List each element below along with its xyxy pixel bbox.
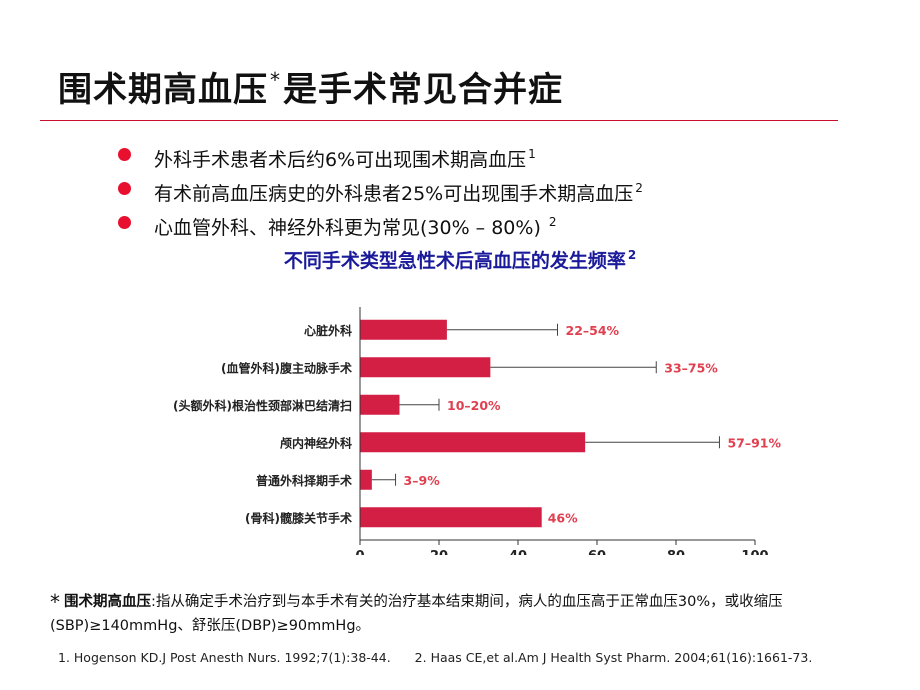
bullet-list: 外科手术患者术后约6%可出现围术期高血压 1 有术前高血压病史的外科患者25%可出… [118,138,643,240]
bullet-item: 有术前高血压病史的外科患者25%可出现围手术期高血压 2 [118,172,643,206]
reference-2: 2. Haas CE,et al.Am J Health Syst Pharm.… [414,650,813,665]
slide-title-main: 围术期高血压 [58,70,268,110]
chart-title: 不同手术类型急性术后高血压的发生频率 2 [0,246,920,273]
category-label: 心脏外科 [304,323,352,338]
title-divider [40,120,838,121]
bar [360,432,586,453]
x-tick-label: 100 [741,549,768,555]
data-label: 22–54% [566,323,620,338]
bullet-dot-icon [118,182,131,195]
footnote: * 围术期高血压:指从确定手术治疗到与本手术有关的治疗基本结束期间，病人的血压高于… [50,590,850,638]
bullet-text: 外科手术患者术后约6%可出现围术期高血压 [154,149,527,171]
bullet-ref: 2 [548,215,557,229]
category-label: (血管外科)腹主动脉手术 [221,360,352,375]
bullet-text: 心血管外科、神经外科更为常见(30% – 80%) [154,217,547,239]
data-label: 57–91% [727,435,781,450]
bar-chart: 心脏外科 22–54% (血管外科)腹主动脉手术 33–75% (头额外科)根治性颈部淋… [173,307,781,555]
x-tick-label: 80 [667,549,685,555]
category-label: (头额外科)根治性颈部淋巴结清扫 [173,398,352,413]
bullet-dot-icon [118,216,131,229]
data-label: 33–75% [664,360,718,375]
bar [360,507,542,528]
footnote-term: 围术期高血压 [64,594,151,610]
footnote-definition: :指从确定手术治疗到与本手术有关的治疗基本结束期间，病人的血压高于正常血压30%… [50,594,783,634]
x-tick-label: 20 [430,549,448,555]
x-tick-label: 60 [588,549,606,555]
category-label: 颅内神经外科 [280,435,352,450]
title-asterisk: * [270,68,281,92]
category-label: (骨科)髋膝关节手术 [245,510,352,525]
bullet-item: 心血管外科、神经外科更为常见(30% – 80%) 2 [118,206,643,240]
x-tick-label: 0 [355,549,364,555]
chart-title-ref: 2 [627,248,637,262]
slide-title-rest: 是手术常见合并症 [283,70,563,110]
chart-title-text: 不同手术类型急性术后高血压的发生频率 [283,250,626,272]
footnote-asterisk: * [50,590,60,614]
slide-title: 围术期高血压 *是手术常见合并症 [58,62,563,111]
category-label: 普通外科择期手术 [256,473,352,488]
bullet-text: 有术前高血压病史的外科患者25%可出现围手术期高血压 [154,183,634,205]
bullet-ref: 2 [635,181,643,195]
bullet-item: 外科手术患者术后约6%可出现围术期高血压 1 [118,138,643,172]
bullet-dot-icon [118,148,131,161]
x-tick-label: 40 [509,549,527,555]
data-label: 3–9% [404,473,441,488]
reference-1: 1. Hogenson KD.J Post Anesth Nurs. 1992;… [58,650,391,665]
references: 1. Hogenson KD.J Post Anesth Nurs. 1992;… [58,650,812,665]
bullet-ref: 1 [528,147,536,161]
bar [360,394,400,415]
bar [360,357,491,378]
bar [360,469,372,490]
data-label: 10–20% [447,398,501,413]
data-label: 46% [548,510,578,525]
bar [360,319,447,340]
